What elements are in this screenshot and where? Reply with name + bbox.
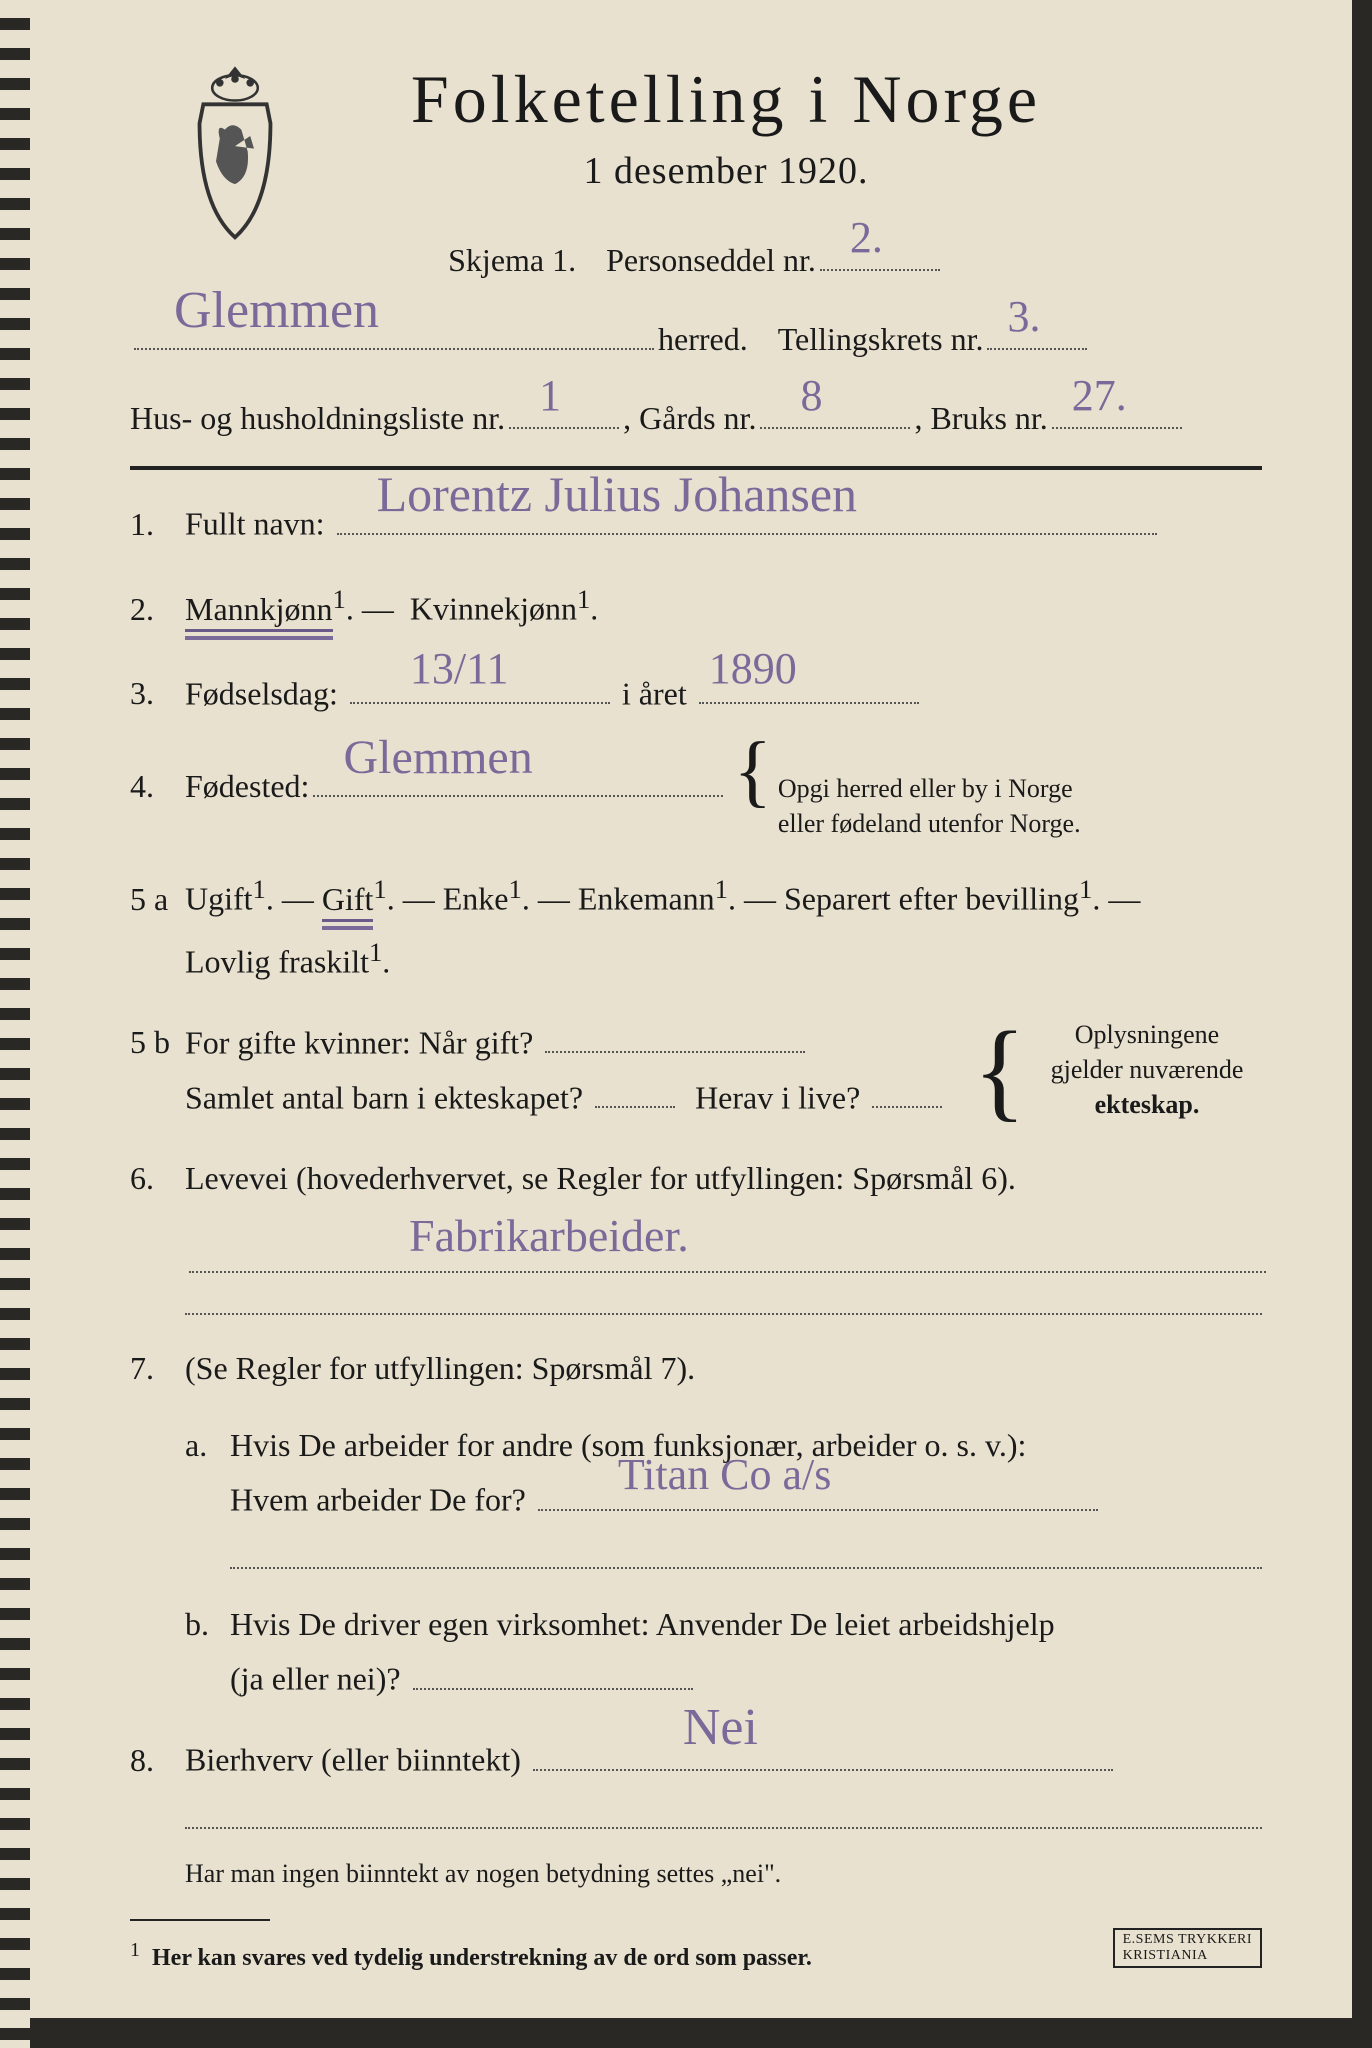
q8-field: Nei	[533, 1732, 1113, 1770]
herred-value: Glemmen	[174, 269, 379, 352]
q8-num: 8.	[130, 1733, 185, 1787]
q6-field: Fabrikarbeider.	[189, 1235, 1266, 1273]
q1-field: Lorentz Julius Johansen	[337, 496, 1157, 534]
q3-day: 13/11	[410, 632, 509, 707]
herred-label: herred.	[658, 314, 748, 365]
q5a: 5 a Ugift1. — Gift1. — Enke1. — Enkemann…	[130, 867, 1262, 989]
q5b-note: Oplysningene gjelder nuværende ekteskap.	[1032, 1017, 1262, 1122]
bruks-value: 27.	[1072, 361, 1127, 431]
q7a-label: a.	[185, 1418, 230, 1569]
q3-day-field: 13/11	[350, 666, 610, 704]
skjema-label: Skjema 1.	[448, 235, 576, 286]
footnote-rule	[130, 1919, 270, 1921]
footnote-1: 1 Her kan svares ved tydelig understrekn…	[130, 1939, 1262, 1972]
census-form-page: Folketelling i Norge 1 desember 1920. Sk…	[30, 0, 1352, 2018]
q8-label: Bierhverv (eller biinntekt)	[185, 1742, 521, 1778]
q5b-l2a: Samlet antal barn i ekteskapet?	[185, 1079, 583, 1115]
gards-label: , Gårds nr.	[623, 393, 756, 444]
q7a-line2	[230, 1567, 1262, 1569]
herred-row: Glemmen herred. Tellingskrets nr. 3.	[130, 309, 1262, 366]
q7a-field: Titan Co a/s	[538, 1472, 1098, 1510]
bruks-field: 27.	[1052, 387, 1182, 429]
q5a-gift: Gift	[322, 881, 374, 922]
tellingskrets-label: Tellingskrets nr.	[778, 314, 984, 365]
personseddel-field: 2.	[820, 233, 940, 271]
q5b-gift-field	[545, 1015, 805, 1053]
q5b: 5 b For gifte kvinner: Når gift? Samlet …	[130, 1015, 1262, 1125]
q3-year-field: 1890	[699, 666, 919, 704]
personseddel-label: Personseddel nr.	[606, 235, 816, 286]
q7: 7. (Se Regler for utfyllingen: Spørsmål …	[130, 1341, 1262, 1706]
q4: 4. Fødested: Glemmen { Opgi herred eller…	[130, 747, 1262, 841]
brace-icon: {	[733, 747, 771, 795]
tellingskrets-value: 3.	[1007, 282, 1040, 352]
page-title: Folketelling i Norge	[190, 60, 1262, 139]
q7b-q: (ja eller nei)?	[230, 1661, 401, 1697]
q3-year: 1890	[709, 632, 797, 707]
q8: 8. Bierhverv (eller biinntekt) Nei	[130, 1732, 1262, 1829]
q2-mann: Mannkjønn	[185, 591, 333, 632]
q2-kvinne: Kvinnekjønn	[410, 591, 577, 627]
q8-value: Nei	[683, 1684, 758, 1772]
tellingskrets-field: 3.	[987, 309, 1087, 351]
q1: 1. Fullt navn: Lorentz Julius Johansen	[130, 496, 1262, 551]
q7b-text: Hvis De driver egen virksomhet: Anvender…	[230, 1606, 1055, 1642]
header: Folketelling i Norge 1 desember 1920.	[130, 60, 1262, 193]
binding-edge	[0, 0, 30, 2048]
gards-value: 8	[800, 361, 822, 431]
hus-field: 1	[509, 387, 619, 429]
q1-value: Lorentz Julius Johansen	[377, 452, 857, 537]
foot-note: Har man ingen biinntekt av nogen betydni…	[185, 1859, 1262, 1889]
q3-num: 3.	[130, 666, 185, 720]
hus-value: 1	[539, 361, 561, 431]
q6: 6. Levevei (hovederhvervet, se Regler fo…	[130, 1151, 1262, 1316]
coat-of-arms-icon	[170, 60, 300, 250]
q6-text: Levevei (hovederhvervet, se Regler for u…	[185, 1160, 1016, 1196]
q6-line2	[185, 1313, 1262, 1315]
q4-value: Glemmen	[343, 717, 532, 799]
q5b-l1: For gifte kvinner: Når gift?	[185, 1024, 533, 1060]
q5a-num: 5 a	[130, 872, 185, 926]
q2-num: 2.	[130, 582, 185, 636]
q7-num: 7.	[130, 1341, 185, 1395]
hus-row: Hus- og husholdningsliste nr. 1 , Gårds …	[130, 387, 1262, 444]
q4-num: 4.	[130, 759, 185, 813]
q7-text: (Se Regler for utfyllingen: Spørsmål 7).	[185, 1350, 695, 1386]
q7a-value: Titan Co a/s	[618, 1438, 832, 1513]
q1-label: Fullt navn:	[185, 506, 325, 542]
printer-stamp: E.SEMS TRYKKERIKRISTIANIA	[1113, 1928, 1262, 1968]
q6-value: Fabrikarbeider.	[409, 1197, 689, 1275]
bruks-label: , Bruks nr.	[914, 393, 1047, 444]
q4-field: Glemmen	[313, 758, 723, 796]
q3-label: Fødselsdag:	[185, 675, 338, 711]
q3: 3. Fødselsdag: 13/11 i året 1890	[130, 666, 1262, 721]
q7a-q: Hvem arbeider De for?	[230, 1482, 526, 1518]
q6-num: 6.	[130, 1151, 185, 1205]
q2: 2. Mannkjønn1. — Kvinnekjønn1.	[130, 577, 1262, 640]
q8-line2	[185, 1827, 1262, 1829]
hus-label: Hus- og husholdningsliste nr.	[130, 393, 505, 444]
herred-field: Glemmen	[134, 309, 654, 351]
q3-mid: i året	[622, 675, 687, 711]
q5b-barn-field	[595, 1070, 675, 1108]
q7b-label: b.	[185, 1597, 230, 1706]
gards-field: 8	[760, 387, 910, 429]
personseddel-value: 2.	[850, 203, 883, 273]
q1-num: 1.	[130, 497, 185, 551]
q5b-num: 5 b	[130, 1015, 185, 1069]
q4-label: Fødested:	[185, 759, 309, 813]
q5b-l2b: Herav i live?	[695, 1079, 860, 1115]
q5b-live-field	[872, 1070, 942, 1108]
q4-note: Opgi herred eller by i Norge eller fødel…	[778, 771, 1081, 841]
q7b-field	[413, 1651, 693, 1689]
page-subtitle: 1 desember 1920.	[190, 149, 1262, 193]
brace-icon: {	[973, 1037, 1026, 1103]
